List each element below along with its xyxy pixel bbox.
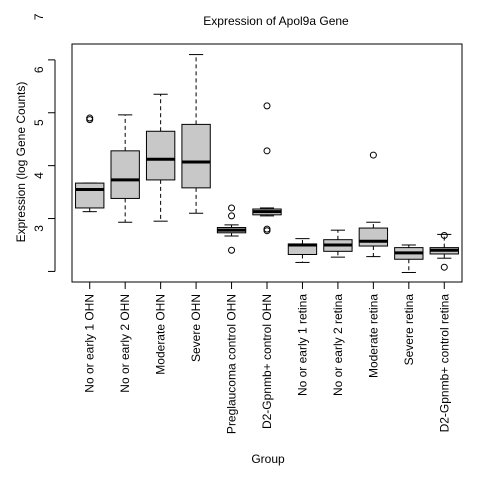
box-3 (181, 123, 211, 189)
x-tick-label-9: Severe retina (402, 294, 416, 366)
x-tick-label-4: Preglaucoma control OHN (225, 294, 239, 434)
outlier-5-1 (263, 225, 271, 233)
x-tick-label-1: No or early 2 OHN (118, 294, 132, 393)
x-axis-label: Group (251, 452, 285, 466)
outlier-4-2 (228, 204, 236, 212)
outlier-4-1 (228, 212, 236, 220)
chart-title: Expression of Apol9a Gene (203, 14, 349, 28)
box-2 (145, 130, 176, 181)
x-tick-label-10: D2-Gpnmb+ control retina (437, 294, 451, 433)
y-tick-label-4: 7 (32, 13, 46, 20)
y-tick-label-2: 5 (32, 119, 46, 126)
x-tick-label-3: Severe OHN (189, 294, 203, 362)
outlier-10-0 (440, 263, 448, 271)
x-tick-label-2: Moderate OHN (154, 294, 168, 375)
box-8 (358, 227, 389, 247)
outlier-8-0 (369, 151, 377, 159)
x-tick-label-6: No or early 1 retina (295, 294, 309, 396)
y-tick-label-0: 3 (32, 225, 46, 232)
outlier-4-0 (228, 246, 236, 254)
outlier-0-1 (86, 114, 94, 122)
box-0 (75, 182, 105, 209)
outlier-10-1 (440, 231, 448, 239)
outlier-5-2 (263, 147, 271, 155)
box-1 (110, 150, 140, 199)
x-tick-label-0: No or early 1 OHN (83, 294, 97, 393)
y-axis-label: Expression (log Gene Counts) (14, 82, 28, 243)
x-tick-label-5: D2-Gpnmb+ control OHN (260, 294, 274, 429)
y-tick-label-1: 4 (32, 172, 46, 179)
plot-area: 3 4 5 6 7 No or early 1 OHN No or early 2 OHN M… (32, 13, 463, 434)
x-tick-label-8: Moderate retina (366, 294, 380, 378)
y-tick-label-3: 6 (32, 66, 46, 73)
x-tick-label-7: No or early 2 retina (331, 294, 345, 396)
outlier-5-3 (263, 102, 271, 110)
